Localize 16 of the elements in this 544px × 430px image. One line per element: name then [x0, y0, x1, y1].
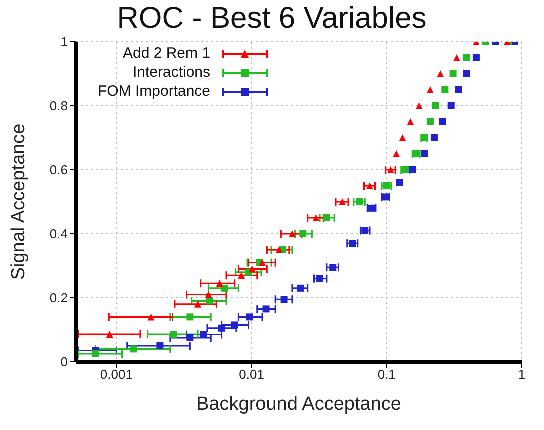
- legend-label: FOM Importance: [98, 82, 211, 101]
- x-tick-label: 0.1: [378, 367, 396, 382]
- chart-title: ROC - Best 6 Variables: [116, 2, 428, 36]
- legend-label: Add 2 Rem 1: [122, 44, 211, 63]
- y-tick-label: 0.6: [50, 162, 68, 178]
- y-tick-label: 1: [60, 34, 68, 50]
- legend-label: Interactions: [132, 63, 211, 82]
- x-tick-label: 0.001: [100, 367, 133, 382]
- y-tick-label: 0.2: [50, 290, 68, 306]
- x-axis-title: Background Acceptance: [196, 394, 402, 415]
- x-tick-label: 1: [518, 367, 526, 382]
- y-tick-label: 0.8: [50, 98, 68, 114]
- x-tick-label: 0.01: [239, 367, 264, 382]
- y-tick-label: 0.4: [50, 226, 68, 242]
- y-axis-title: Signal Acceptance: [8, 124, 30, 280]
- y-tick-label: 0: [60, 354, 68, 370]
